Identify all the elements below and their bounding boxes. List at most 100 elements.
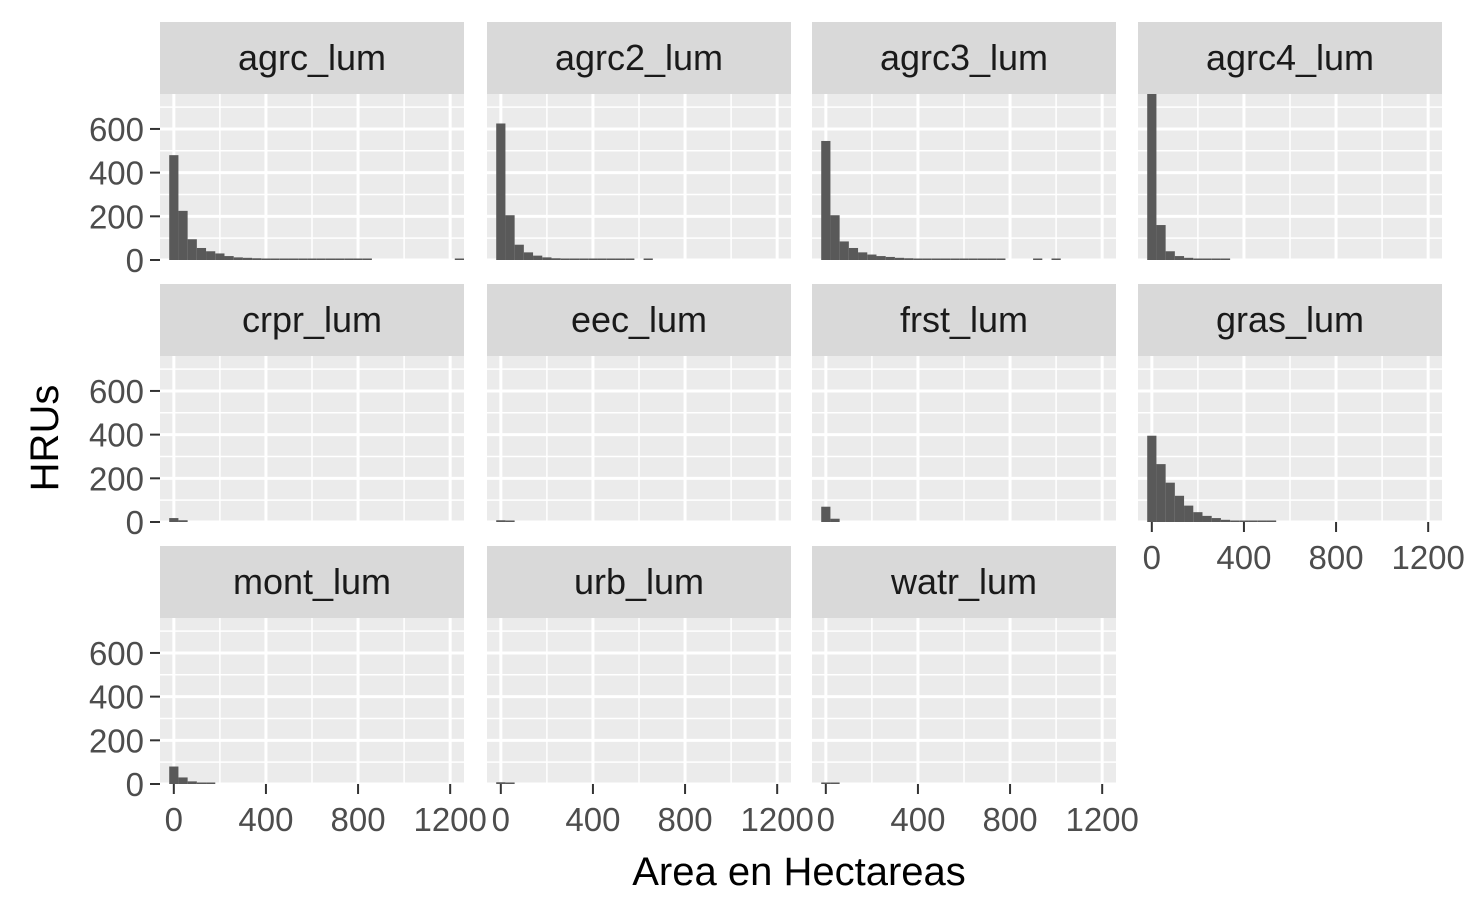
histogram-bar <box>196 782 207 784</box>
x-tick-label: 800 <box>331 801 386 838</box>
histogram-bar <box>344 258 354 260</box>
facet-strip <box>812 22 1116 94</box>
histogram-bar <box>178 777 188 784</box>
histogram-bar <box>987 258 997 260</box>
histogram-bar <box>279 258 289 260</box>
histogram-bar <box>876 256 886 260</box>
histogram-bar <box>830 518 840 522</box>
histogram-bar <box>615 258 626 260</box>
facet-gras_lum: gras_lum 0 400 800 1200 <box>1138 284 1465 576</box>
histogram-bar <box>1147 94 1157 260</box>
facet-strip <box>487 546 791 618</box>
histogram-bar <box>597 258 607 260</box>
facet-label: agrc3_lum <box>880 37 1048 78</box>
y-tick-label: 600 <box>89 373 144 410</box>
x-tick-label: 0 <box>492 801 510 838</box>
histogram-bar <box>1211 518 1221 522</box>
x-tick-label: 400 <box>565 801 620 838</box>
facet-crpr_lum: crpr_lum 0 200 400 600 <box>89 284 464 541</box>
facet-label: eec_lum <box>571 299 707 340</box>
y-tick-label: 0 <box>126 504 144 541</box>
y-tick-label: 600 <box>89 111 144 148</box>
histogram-bar <box>1193 512 1203 522</box>
x-tick-label: 800 <box>983 801 1038 838</box>
histogram-bar <box>316 258 326 260</box>
facet-grid: agrc_lum 0 200 400 600 agrc2_lum agrc3_lum agrc… <box>89 22 1465 838</box>
facet-label: mont_lum <box>233 561 391 602</box>
histogram-bar <box>206 782 216 784</box>
histogram-bar <box>206 251 216 260</box>
histogram-bar <box>1174 495 1185 522</box>
facet-frst_lum: frst_lum <box>812 284 1116 524</box>
facet-label: agrc4_lum <box>1206 37 1374 78</box>
histogram-bar <box>950 258 960 260</box>
facet-label: watr_lum <box>890 561 1037 602</box>
histogram-bar <box>298 258 308 260</box>
histogram-bar <box>362 258 372 260</box>
histogram-bar <box>224 256 234 260</box>
histogram-bar <box>288 258 299 260</box>
y-tick-label: 0 <box>126 242 144 279</box>
histogram-bar <box>178 520 188 522</box>
histogram-bar <box>270 258 280 260</box>
facet-label: crpr_lum <box>242 299 382 340</box>
facet-label: gras_lum <box>1216 299 1364 340</box>
facet-label: agrc2_lum <box>555 37 723 78</box>
x-tick-label: 400 <box>1216 539 1271 576</box>
histogram-bar <box>1230 520 1240 522</box>
histogram-bar <box>940 258 951 260</box>
histogram-bar <box>1033 258 1043 260</box>
facet-agrc2_lum: agrc2_lum <box>487 22 791 262</box>
histogram-bar <box>1193 258 1203 260</box>
histogram-bar <box>1266 520 1277 522</box>
facet-strip <box>160 22 464 94</box>
histogram-bar <box>169 518 179 522</box>
histogram-bar <box>904 258 914 260</box>
histogram-bar <box>560 258 570 260</box>
y-tick-label: 400 <box>89 417 144 454</box>
y-tick-label: 400 <box>89 679 144 716</box>
x-tick-label: 1200 <box>1065 801 1138 838</box>
histogram-bar <box>215 253 225 260</box>
x-tick-label: 1200 <box>413 801 486 838</box>
histogram-bar <box>885 256 895 260</box>
facet-label: frst_lum <box>900 299 1028 340</box>
histogram-bar <box>606 258 616 260</box>
x-tick-label: 0 <box>817 801 835 838</box>
histogram-bar <box>830 782 840 784</box>
histogram-bar <box>588 258 598 260</box>
y-tick-label: 600 <box>89 635 144 672</box>
histogram-bar <box>931 258 941 260</box>
histogram-bar <box>307 258 317 260</box>
histogram-bar <box>1220 258 1231 260</box>
histogram-bar <box>1184 257 1194 260</box>
facet-strip <box>487 284 791 356</box>
histogram-bar <box>1165 251 1175 260</box>
histogram-bar <box>996 258 1006 260</box>
facet-label: urb_lum <box>574 561 704 602</box>
x-tick-label: 1200 <box>1391 539 1464 576</box>
histogram-bar <box>187 781 197 784</box>
histogram-bar <box>959 258 969 260</box>
histogram-bar <box>643 258 653 260</box>
histogram-bar <box>496 520 506 522</box>
histogram-bar <box>169 155 179 260</box>
histogram-bar <box>830 215 840 260</box>
x-tick-label: 400 <box>890 801 945 838</box>
y-tick-label: 200 <box>89 460 144 497</box>
histogram-bar <box>821 506 831 522</box>
facet-strip <box>812 546 1116 618</box>
histogram-bar <box>894 257 905 260</box>
facet-agrc3_lum: agrc3_lum <box>812 22 1116 262</box>
histogram-bar <box>968 258 978 260</box>
histogram-bar <box>839 241 849 260</box>
histogram-bar <box>1211 258 1221 260</box>
histogram-bar <box>505 520 515 522</box>
histogram-bar <box>1220 519 1231 522</box>
y-tick-label: 0 <box>126 766 144 803</box>
x-axis-title: Area en Hectareas <box>632 850 966 894</box>
y-tick-label: 400 <box>89 155 144 192</box>
histogram-bar <box>242 257 253 260</box>
histogram-bar <box>187 239 197 260</box>
